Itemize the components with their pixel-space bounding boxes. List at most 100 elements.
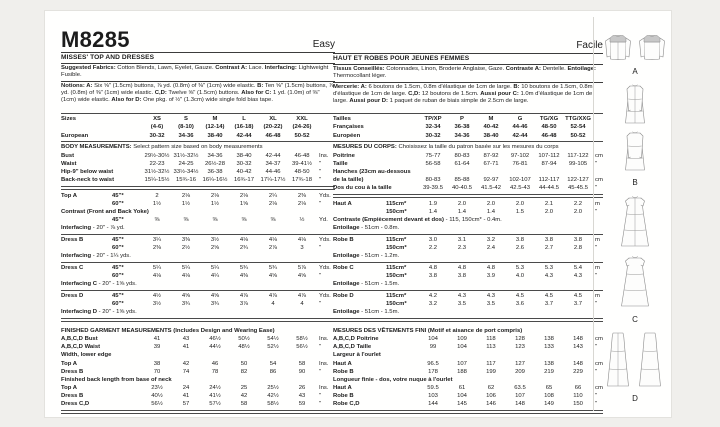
value-cell: 117-122 — [567, 152, 589, 159]
table-row: Robe C,D 144 145 146 148 149 150 " — [333, 400, 603, 408]
value-cell: 67-71 — [483, 160, 499, 167]
table-row: 60"* 1½ 1½ 1½ 1⅝ 2⅛ 2⅛ " — [61, 200, 335, 208]
table-rule — [333, 233, 603, 235]
table-rule — [61, 233, 335, 235]
table-section-row: Interfacing - 20" - ⅞ yd. — [61, 225, 125, 232]
value-cell: 31½-32½ — [173, 152, 199, 159]
row-label: Robe C,D — [333, 401, 360, 408]
body-measurements-table-en: Sizes XS S M L XL XXL (4-6) (8-10) (12-14) (16-18)… — [61, 113, 335, 190]
row-label: Dress B — [61, 368, 84, 375]
row-label: Dos du cou à la taille — [333, 184, 392, 191]
garment-views-column: A — [599, 31, 671, 408]
unit-cell: Yds. — [319, 293, 331, 300]
unit-cell: " — [595, 392, 598, 399]
unit-cell: Yd. — [319, 217, 328, 223]
value-cell: (24-26) — [292, 124, 312, 131]
value-cell: XS — [153, 116, 161, 123]
table-rule — [333, 318, 603, 323]
value-cell: 54 — [269, 360, 277, 367]
difficulty-label-fr: Facile — [576, 40, 603, 51]
value-cell: 199 — [486, 368, 496, 375]
value-cell: 2¾ — [239, 245, 249, 252]
view-d-label: D — [632, 394, 638, 403]
table-section-row: Interfacing D - 20" - 1⅝ yds. — [61, 309, 137, 316]
value-cell: 46-48 — [265, 132, 281, 139]
value-cell: 2.1 — [544, 200, 554, 207]
value-cell: 117 — [486, 360, 496, 367]
value-cell: TG/XG — [539, 116, 559, 123]
value-cell: 39-41½ — [292, 160, 312, 167]
value-cell: 50 — [240, 360, 248, 367]
value-cell: 58 — [298, 360, 306, 367]
value-cell: 15¼-15½ — [144, 176, 170, 183]
value-cell: 4⅛ — [239, 236, 249, 243]
row-label: Poitrine — [333, 152, 355, 159]
rule — [61, 52, 335, 53]
value-cell: 2⅛ — [239, 192, 249, 199]
row-label: Top A — [61, 384, 78, 391]
suggested-fabrics-en: Suggested Fabrics: Cotton Blends, Lawn, … — [61, 65, 329, 79]
unit-cell: m — [595, 200, 600, 207]
value-cell: 2⅛ — [297, 200, 307, 207]
value-cell: 38-40 — [207, 132, 223, 139]
row-sublabel: 60"* — [112, 301, 124, 308]
value-cell: 4 — [271, 301, 275, 308]
unit-cell: " — [319, 245, 322, 252]
value-cell: ⅜ — [154, 217, 160, 223]
table-row: Européen 30-32 34-36 38-40 42-44 46-48 50-52 — [333, 132, 603, 140]
unit-cell: m — [595, 265, 600, 272]
value-cell: 58½ — [267, 401, 279, 408]
value-cell: 87-94 — [541, 160, 557, 167]
table-row: Tailles TP/XP P M G TG/XG TTG/XXG — [333, 115, 603, 123]
value-cell: 82 — [240, 368, 248, 375]
value-cell: 3.8 — [457, 273, 467, 280]
value-cell: 104 — [457, 344, 467, 351]
unit-cell: " — [595, 401, 598, 408]
value-cell: 148 — [573, 360, 583, 367]
value-cell: XXL — [296, 116, 308, 123]
table-row: Bust 29½-30½ 31½-32½ 34-36 38-40 42-44 46-48 In… — [61, 152, 335, 160]
unit-cell: cm — [595, 176, 603, 183]
value-cell: 40-42 — [236, 168, 252, 175]
row-label: Robe D — [333, 293, 354, 300]
value-cell: 1½ — [152, 200, 162, 207]
table-section-row: Interfacing - 20" - 1¼ yds. — [61, 253, 131, 260]
value-cell: 4¼ — [210, 273, 220, 280]
value-cell: ⅜ — [183, 217, 189, 223]
value-cell: G — [517, 116, 523, 123]
value-cell: 63.5 — [514, 384, 526, 391]
table-row: 60"* 4⅛ 4⅛ 4¼ 4⅜ 4⅝ 4⅝ " — [61, 272, 335, 280]
table-row: Taille 56-58 61-64 67-71 76-81 87-94 99-105 " — [333, 160, 603, 168]
unit-cell: cm — [595, 336, 603, 343]
row-sublabel: 115cm* — [386, 236, 407, 243]
table-section-row: Largeur à l'ourlet — [333, 352, 381, 359]
row-label: Haut A — [333, 384, 352, 391]
row-sublabel: 45"* — [112, 217, 124, 223]
value-cell: 29½-30½ — [144, 152, 170, 159]
table-row: Haut A 59.5 61 62 63.5 65 66 cm — [333, 384, 603, 392]
value-cell: 39 — [153, 344, 161, 351]
value-cell: 44-46 — [512, 124, 528, 131]
value-cell: 4.0 — [515, 273, 525, 280]
table-row: Top A 45"* 2 2⅛ 2⅛ 2⅛ 2¼ 2⅜ Yds. — [61, 192, 335, 200]
row-sublabel: 150cm* — [386, 301, 407, 308]
value-cell: 15¾-16 — [176, 176, 196, 183]
body-measurements-table-fr: Tailles TP/XP P M G TG/XG TTG/XXG Françaises 32-… — [333, 113, 603, 198]
value-cell: L — [242, 116, 246, 123]
table-rule — [333, 141, 603, 143]
value-cell: 148 — [573, 336, 583, 343]
value-cell: (4-6) — [150, 124, 164, 131]
value-cell: 43 — [182, 336, 190, 343]
value-cell: 1.5 — [515, 208, 525, 215]
view-c: C — [616, 192, 654, 324]
unit-cell: cm — [595, 360, 603, 367]
value-cell: 42-44 — [265, 152, 281, 159]
table-row: 150cm* 1.4 1.4 1.4 1.5 2.0 2.0 " — [333, 208, 603, 216]
value-cell: 30-32 — [425, 132, 441, 139]
row-label: Robe C — [333, 265, 354, 272]
table-row: Top A 23½ 24 24½ 25 25½ 26 Ins. — [61, 384, 335, 392]
table-row: Robe B 178 188 199 209 219 229 " — [333, 368, 603, 376]
value-cell: 122-127 — [567, 176, 589, 183]
unit-cell: " — [319, 301, 322, 308]
value-cell: TTG/XXG — [565, 116, 591, 123]
